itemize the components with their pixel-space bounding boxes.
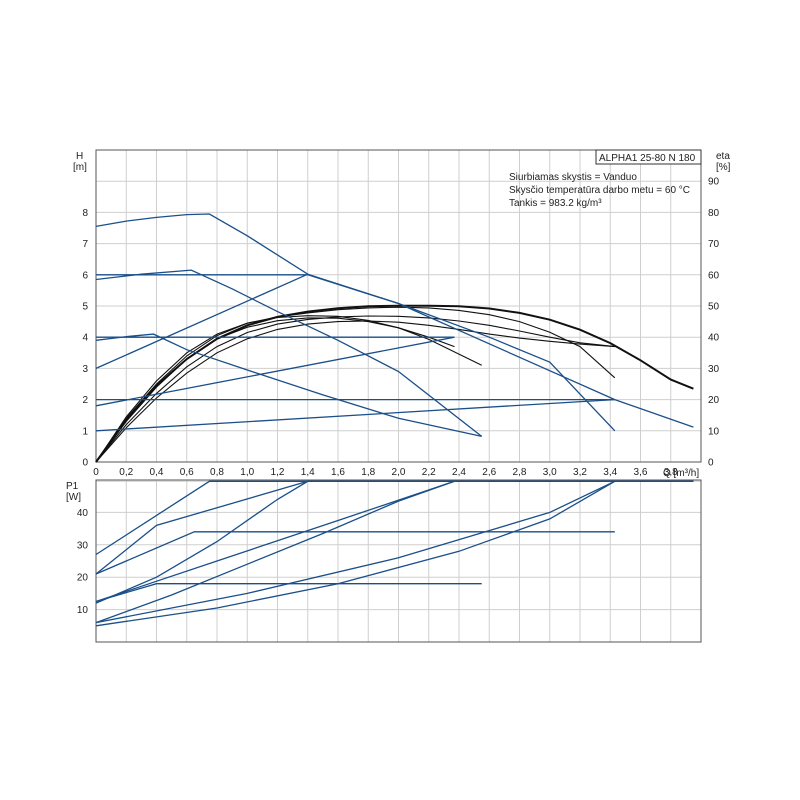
head-curve: [95, 398, 615, 432]
x-tick-label: 3,0: [543, 467, 557, 478]
x-tick-label: 1,2: [271, 467, 285, 478]
head-chart-frame: [95, 149, 702, 463]
p1-tick-label: 20: [77, 573, 89, 584]
y-tick-label: 4: [82, 333, 88, 344]
model-label-box: [595, 149, 702, 165]
info-line-temperature: Skysčio temperatūra darbo metu = 60 °C: [509, 185, 690, 196]
y2-tick-label: 50: [708, 302, 720, 313]
p1-tick-label: 10: [77, 605, 89, 616]
x-tick-label: 2,4: [452, 467, 466, 478]
power-curve: [95, 480, 616, 624]
x-tick-label: 3,6: [634, 467, 648, 478]
efficiency-curve: [95, 320, 615, 463]
x-tick-label: 2,2: [422, 467, 436, 478]
x-tick-label: 3,2: [573, 467, 587, 478]
efficiency-curve: [95, 315, 615, 463]
y2-tick-label: 0: [708, 458, 714, 469]
y-tick-label: 8: [82, 208, 88, 219]
head-curve: [96, 274, 694, 428]
head-curve: [95, 273, 309, 369]
y2-tick-label: 90: [708, 177, 720, 188]
power-curve: [95, 480, 694, 556]
power-curves: [95, 480, 694, 627]
head-curve: [95, 213, 616, 432]
y-tick-label: 7: [82, 239, 88, 250]
power-chart-grid: [96, 480, 701, 642]
head-curve: [95, 336, 455, 407]
power-axis-unit-w: [W]: [66, 492, 81, 503]
y-tick-label: 5: [82, 302, 88, 313]
x-tick-label: 2,6: [482, 467, 496, 478]
x-tick-label: 1,0: [240, 467, 254, 478]
head-curves: [95, 213, 694, 438]
power-curve: [95, 480, 616, 627]
efficiency-curve: [95, 306, 616, 463]
x-tick-label: 0,6: [180, 467, 194, 478]
head-chart-grid: [96, 150, 701, 462]
power-chart-frame: [95, 479, 702, 643]
info-line-density: Tankis = 983.2 kg/m³: [509, 198, 602, 209]
x-tick-label: 1,8: [361, 467, 375, 478]
head-chart-ticks: 0 0,2 0,4 0,6 0,8 1,0 1,2 1,4 1,6 1,8 2,0 2,2 2,4 2,6…: [82, 177, 719, 478]
model-label: ALPHA1 25-80 N 180: [599, 153, 696, 164]
head-curve: [95, 333, 482, 438]
y2-tick-label: 10: [708, 426, 720, 437]
power-chart-ticks: 10 20 30 40: [77, 508, 89, 616]
efficiency-curves: [95, 304, 694, 463]
y-tick-label: 0: [82, 458, 88, 469]
y2-tick-label: 70: [708, 239, 720, 250]
x-tick-label: 3,4: [603, 467, 617, 478]
power-curve: [95, 531, 615, 575]
efficiency-curve: [95, 317, 455, 463]
p1-tick-label: 30: [77, 540, 89, 551]
y2-axis-label-eta: eta: [716, 151, 730, 162]
x-tick-label: 0,4: [150, 467, 164, 478]
y-axis-label-h: H: [76, 151, 83, 162]
y2-tick-label: 60: [708, 270, 720, 281]
y-axis-unit-m: [m]: [73, 162, 87, 173]
y-tick-label: 1: [82, 426, 88, 437]
p1-tick-label: 40: [77, 508, 89, 519]
y-tick-label: 6: [82, 270, 88, 281]
x-tick-label: 0,2: [119, 467, 133, 478]
x-tick-label: 3,8: [664, 467, 678, 478]
head-curve: [95, 269, 483, 437]
y2-axis-unit-percent: [%]: [716, 162, 731, 173]
power-curve: [95, 480, 308, 575]
y-tick-label: 3: [82, 364, 88, 375]
power-curve: [95, 583, 482, 603]
y2-tick-label: 40: [708, 333, 720, 344]
power-curve: [95, 480, 455, 624]
x-tick-label: 2,8: [513, 467, 527, 478]
x-tick-label: 0: [93, 467, 99, 478]
y2-tick-label: 30: [708, 364, 720, 375]
y-tick-label: 2: [82, 395, 88, 406]
power-curve: [95, 480, 455, 603]
power-axis-label-p1: P1: [66, 481, 79, 492]
y2-tick-label: 20: [708, 395, 720, 406]
info-line-fluid: Siurbiamas skystis = Vanduo: [509, 172, 637, 183]
x-axis-label-q: Q [m³/h]: [663, 468, 699, 479]
y2-tick-label: 80: [708, 208, 720, 219]
x-tick-label: 1,4: [301, 467, 315, 478]
power-curve: [95, 480, 694, 604]
x-tick-label: 1,6: [331, 467, 345, 478]
x-tick-label: 2,0: [392, 467, 406, 478]
x-tick-label: 0,8: [210, 467, 224, 478]
